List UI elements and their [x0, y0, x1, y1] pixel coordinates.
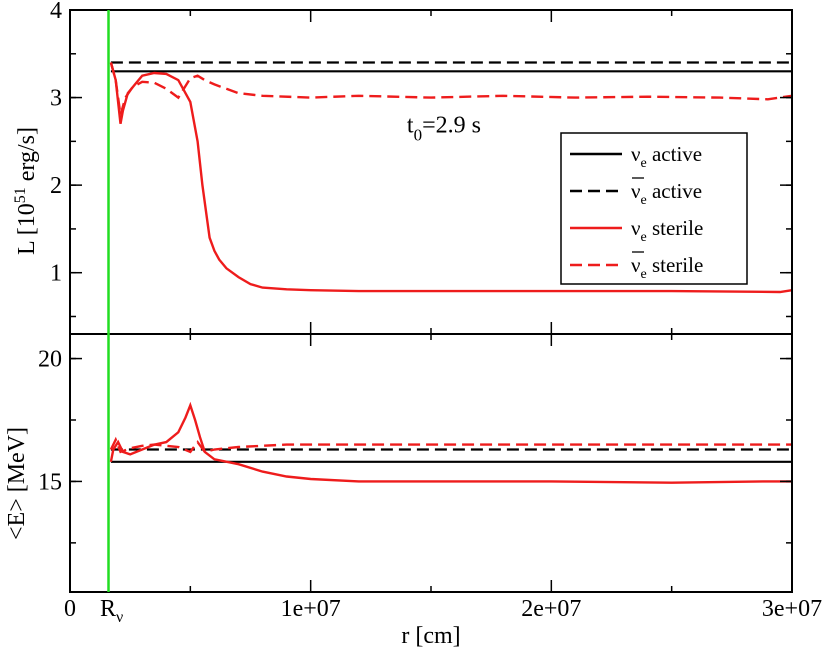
bottom-plot-frame — [69, 333, 793, 593]
top-y-axis-label: L [1051 erg/s] — [12, 127, 40, 255]
top-panel-luminosity: 1 2 3 4 — [50, 0, 793, 335]
y-tick-label: 1 — [50, 261, 62, 287]
y-tick-label: 20 — [38, 347, 62, 373]
x-tick-label: 1e+07 — [281, 596, 341, 622]
bottom-series-line-3 — [109, 436, 792, 454]
legend-label-0: νe active — [631, 142, 702, 171]
bottom-panel-mean-energy: 15 20 0 1e+07 2e+07 3e+07 — [38, 333, 822, 622]
y-tick-label: 2 — [50, 173, 62, 199]
x-axis-label: r [cm] — [401, 623, 460, 649]
y-tick-label: 15 — [38, 469, 62, 495]
top-series-line-3 — [109, 62, 793, 116]
legend-label-1: νe active — [631, 179, 702, 208]
x-tick-label: 3e+07 — [762, 596, 822, 622]
x-tick-label: 2e+07 — [521, 596, 581, 622]
legend-box — [560, 132, 748, 285]
y-tick-label: 3 — [50, 86, 62, 112]
legend-label-2: νe sterile — [631, 216, 703, 245]
legend-label-3: νe sterile — [631, 253, 703, 282]
y-tick-label: 4 — [50, 0, 62, 24]
x-tick-label: 0 — [64, 596, 76, 622]
r-nu-marker-label: Rν — [100, 596, 123, 626]
top-series-line-2 — [109, 62, 793, 294]
time-annotation: t0=2.9 s — [407, 113, 481, 145]
legend: νe active νe active νe sterile νe sterile — [560, 132, 748, 285]
bottom-y-axis-label: <E> [MeV] — [4, 427, 30, 540]
bottom-series-line-2 — [109, 401, 792, 484]
